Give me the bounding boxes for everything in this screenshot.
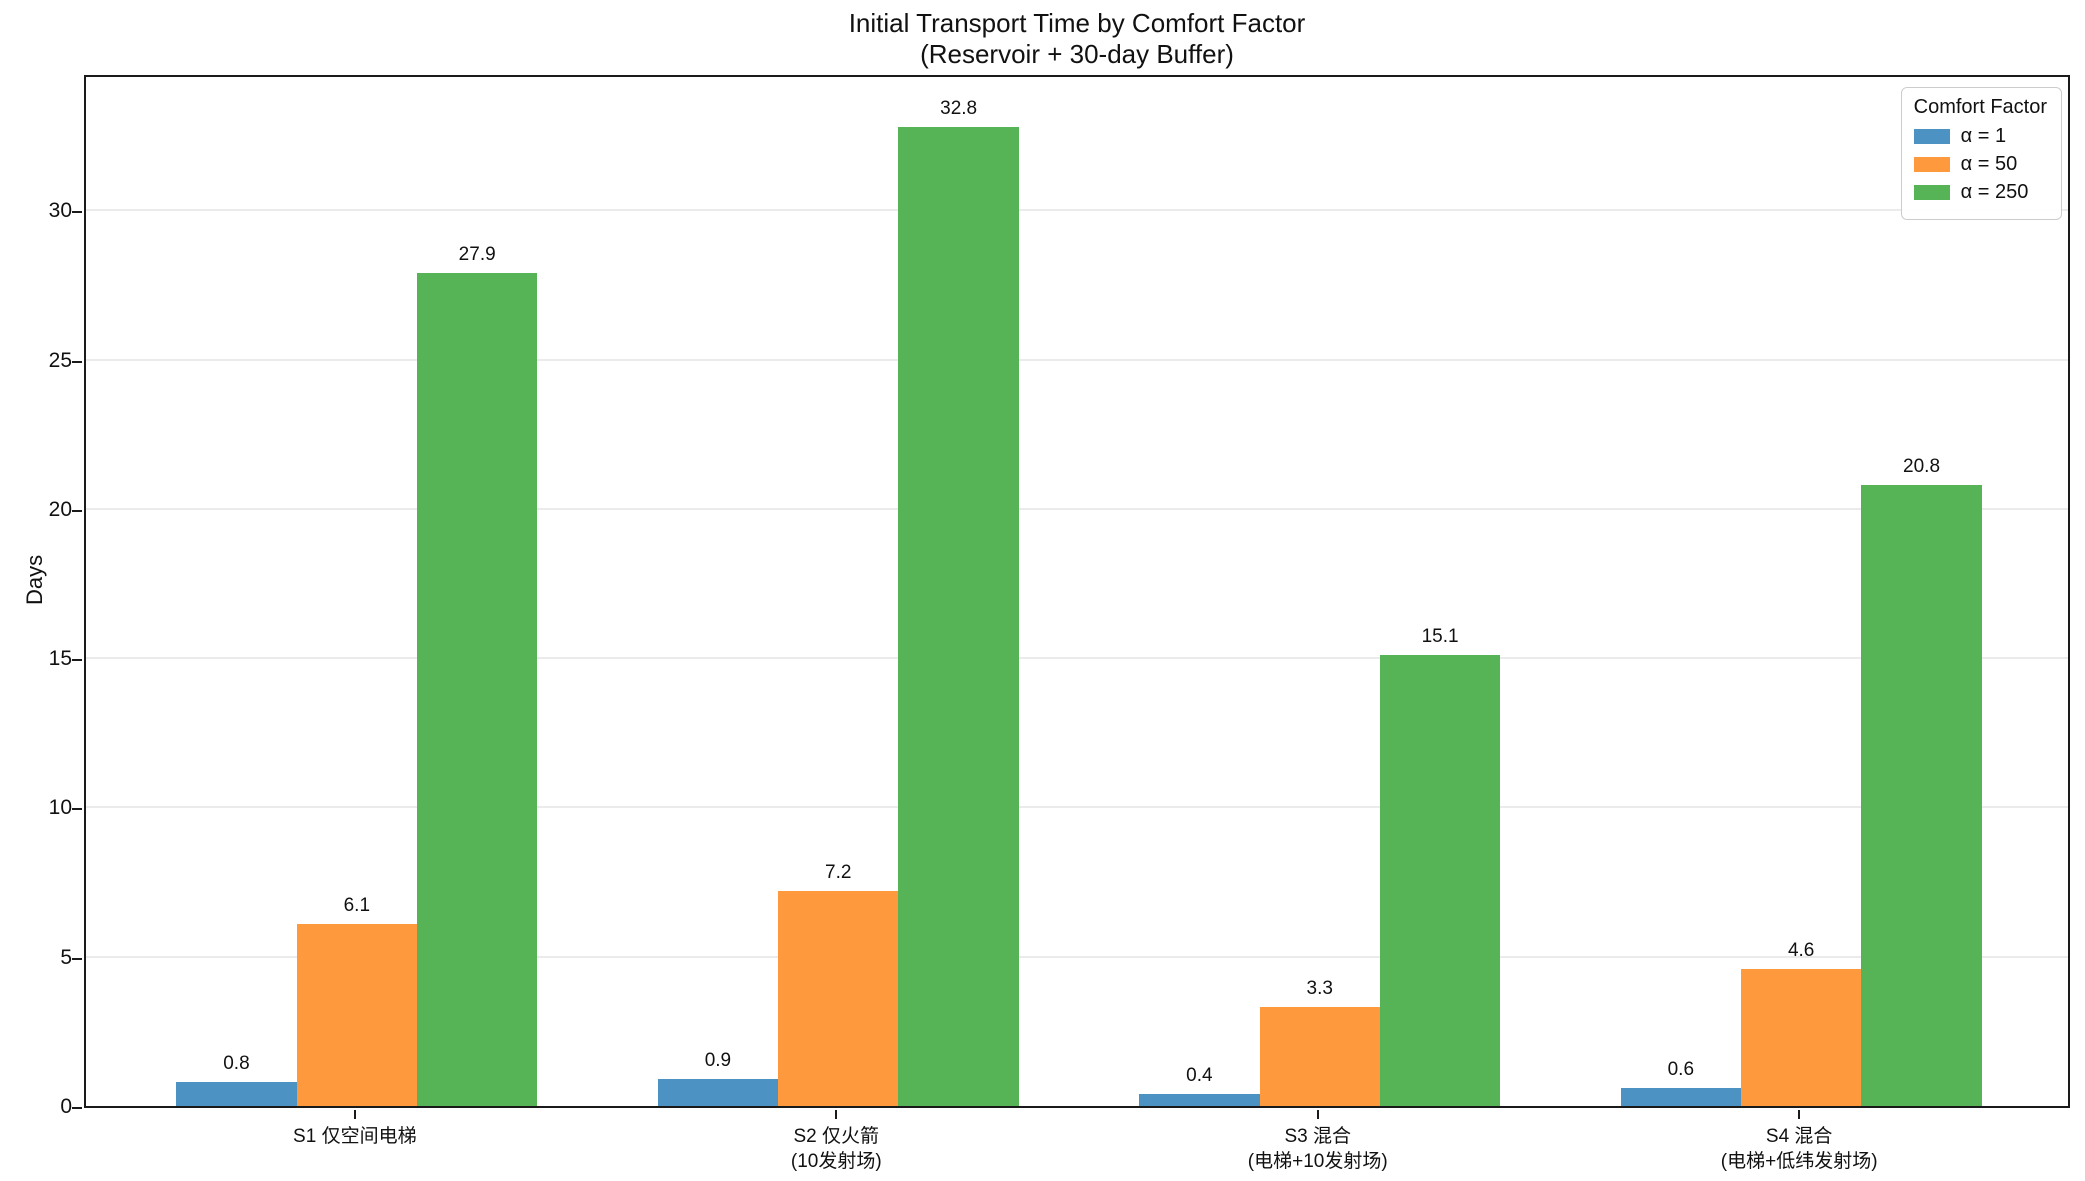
y-tick-label-5: 5: [60, 945, 72, 969]
bar-group4-series1: [1620, 1088, 1741, 1106]
y-tick-mark-5: [72, 957, 82, 960]
x-tick-label-line: S4 混合: [1765, 1126, 1833, 1147]
x-tick-mark-1: [353, 1110, 356, 1119]
gridline-y-30: [86, 209, 2068, 212]
x-tick-label-line: (10发射场): [790, 1151, 882, 1172]
bar-group1-series3: [417, 273, 538, 1106]
x-tick-label-4: S4 混合 (电梯+低纬发射场): [1721, 1124, 1878, 1174]
gridline-y-15: [86, 657, 2068, 660]
y-tick-mark-10: [72, 808, 82, 811]
bar-group3-series2: [1259, 1007, 1380, 1106]
bar-group4-series2: [1741, 968, 1862, 1106]
gridline-y-5: [86, 955, 2068, 958]
y-tick-mark-0: [72, 1107, 82, 1109]
x-tick-mark-4: [1798, 1110, 1801, 1119]
bar-group2-series2: [778, 891, 899, 1106]
bar-group2-series3: [898, 126, 1019, 1106]
bar-value-label-group1-series1: 0.8: [223, 1053, 250, 1075]
bar-group1-series1: [176, 1082, 297, 1106]
x-tick-label-line: S3 混合: [1284, 1126, 1351, 1147]
x-tick-label-line: (电梯+低纬发射场): [1720, 1151, 1878, 1172]
y-axis-label: Days: [22, 554, 48, 605]
y-tick-label-10: 10: [48, 796, 72, 820]
x-tick-label-3: S3 混合 (电梯+10发射场): [1248, 1124, 1388, 1174]
chart-title-line1: Initial Transport Time by Comfort Factor: [848, 8, 1306, 38]
y-tick-mark-15: [72, 659, 82, 662]
bar-value-label-group4-series3: 20.8: [1903, 456, 1941, 478]
bar-group2-series1: [657, 1079, 779, 1106]
x-tick-label-line: S2 仅火箭: [793, 1126, 880, 1147]
bar-group4-series3: [1861, 485, 1982, 1106]
gridline-y-25: [86, 358, 2068, 361]
gridline-y-20: [86, 507, 2068, 510]
bar-value-label-group2-series3: 32.8: [940, 97, 978, 119]
legend: Comfort Factor α = 1 α = 50 α = 250: [1900, 87, 2062, 220]
y-tick-mark-30: [72, 211, 82, 214]
y-tick-label-25: 25: [48, 348, 72, 372]
bar-value-label-group3-series3: 15.1: [1421, 626, 1459, 648]
legend-swatch-icon: [1913, 157, 1950, 172]
bar-value-label-group3-series1: 0.4: [1186, 1065, 1213, 1087]
legend-items: α = 1 α = 50 α = 250: [1913, 125, 2047, 204]
plot-area: 0.8 6.1 27.9 0.9 7.2 32.8 0.4 3.3 15.1 0.6 4.6 20.8: [84, 75, 2070, 1108]
legend-title: Comfort Factor: [1913, 96, 2047, 118]
y-tick-label-15: 15: [48, 647, 72, 671]
x-tick-mark-3: [1316, 1110, 1319, 1119]
bar-group3-series1: [1139, 1094, 1260, 1106]
legend-item-1: α = 1: [1913, 125, 2047, 148]
bar-value-label-group3-series2: 3.3: [1306, 978, 1333, 1000]
gridline-y-10: [86, 806, 2068, 809]
x-tick-label-2: S2 仅火箭 (10发射场): [791, 1124, 882, 1174]
legend-item-3: α = 250: [1913, 181, 2047, 204]
legend-item-label: α = 1: [1960, 125, 2007, 147]
bar-value-label-group4-series2: 4.6: [1787, 939, 1815, 961]
bar-group3-series3: [1379, 655, 1501, 1106]
legend-swatch-icon: [1913, 185, 1950, 200]
legend-item-2: α = 50: [1913, 153, 2047, 176]
legend-item-label: α = 250: [1960, 181, 2029, 203]
chart-title: Initial Transport Time by Comfort Factor…: [84, 8, 2070, 70]
x-tick-label-line: (电梯+10发射场): [1247, 1151, 1388, 1172]
bar-value-label-group2-series1: 0.9: [704, 1050, 732, 1072]
bar-value-label-group1-series2: 6.1: [343, 894, 371, 916]
bar-value-label-group4-series1: 0.6: [1667, 1059, 1695, 1081]
bar-value-label-group2-series2: 7.2: [825, 862, 852, 884]
legend-item-label: α = 50: [1960, 153, 2018, 175]
y-tick-label-0: 0: [60, 1095, 72, 1118]
y-tick-mark-25: [72, 360, 82, 363]
y-tick-mark-20: [72, 509, 82, 512]
bar-value-label-group1-series3: 27.9: [458, 244, 496, 266]
bar-group1-series2: [296, 923, 417, 1106]
y-tick-label-30: 30: [48, 199, 72, 223]
chart-title-line2: (Reservoir + 30-day Buffer): [920, 39, 1234, 69]
x-tick-mark-2: [835, 1110, 838, 1119]
y-tick-label-20: 20: [48, 497, 72, 521]
x-tick-label-1: S1 仅空间电梯: [293, 1124, 417, 1149]
x-tick-label-line: S1 仅空间电梯: [293, 1126, 417, 1147]
legend-swatch-icon: [1913, 129, 1950, 144]
